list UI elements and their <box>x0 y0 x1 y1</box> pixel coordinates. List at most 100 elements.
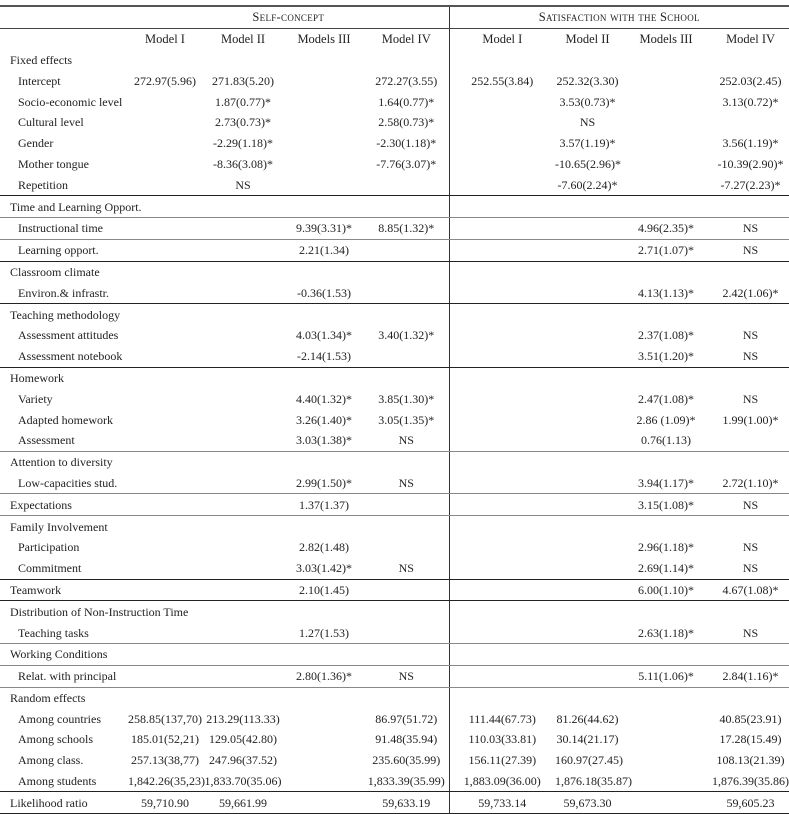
table-row: Teaching tasks 1.27(1.53) 2.63(1.18)* NS <box>0 622 789 644</box>
column-header: Models III <box>639 32 693 47</box>
table-row: Among students 1,842.26(35,23) 1,833.70(35… <box>0 770 789 793</box>
table-cell <box>128 174 202 197</box>
table-cell: 2.99(1.50)* <box>284 472 364 495</box>
table-cell: 86.97(51.72) <box>364 708 450 730</box>
table-cell: 1,833.70(35.06) <box>202 770 284 793</box>
table-cell: 81.26(44.62) <box>556 711 619 726</box>
table-cell: -2.14(1.53) <box>284 345 364 368</box>
table-cell: NS <box>364 429 450 452</box>
table-cell <box>284 770 364 793</box>
corner-cell <box>0 28 128 49</box>
table-cell <box>620 708 712 729</box>
table-cell: NS <box>202 174 284 197</box>
table-cell: NS <box>712 493 789 517</box>
table-cell: 160.97(27.45) <box>555 753 624 768</box>
results-table: Self-concept Satisfaction with the Schoo… <box>0 5 789 814</box>
table-cell <box>284 195 364 218</box>
table-cell <box>202 601 284 622</box>
table-cell <box>620 687 712 708</box>
table-cell: 59,710.90 <box>128 791 202 814</box>
table-cell <box>449 282 556 305</box>
table-cell <box>620 195 713 218</box>
table-row: Variety 4.40(1.32)* 3.85(1.30)* 2.47(1.08)*… <box>0 388 789 410</box>
table-cell <box>449 579 556 602</box>
table-cell: 1.27(1.53) <box>284 622 364 644</box>
table-cell <box>202 665 284 688</box>
table-cell: 2.42(1.06)* <box>712 282 789 305</box>
table-cell <box>284 643 364 666</box>
table-cell <box>128 345 202 368</box>
table-cell <box>620 112 712 133</box>
table-cell: 3.05(1.35)* <box>364 409 450 430</box>
table-cell <box>620 91 712 112</box>
column-header: Model II <box>220 32 266 47</box>
row-label: Intercept <box>18 73 61 88</box>
group-header-row: Self-concept Satisfaction with the Schoo… <box>0 6 789 29</box>
row-label: Gender <box>18 136 54 151</box>
table-cell <box>202 325 284 346</box>
table-cell: 59,633.19 <box>364 791 450 814</box>
row-label: Participation <box>18 540 80 555</box>
table-cell <box>128 50 202 71</box>
table-cell: 258.85(137,70) <box>128 711 202 726</box>
table-cell: NS <box>364 557 450 580</box>
table-cell <box>712 643 789 666</box>
table-cell <box>555 601 620 622</box>
row-label: Fixed effects <box>10 52 73 67</box>
table-cell <box>449 133 555 154</box>
table-cell <box>284 112 364 133</box>
row-label: Time and Learning Opport. <box>0 195 142 218</box>
row-label: Cultural level <box>18 115 84 130</box>
table-cell <box>202 472 284 495</box>
table-cell: 2.47(1.08)* <box>638 391 695 406</box>
table-cell <box>202 557 284 580</box>
table-cell <box>555 388 620 409</box>
table-cell: 59,605.23 <box>712 791 789 814</box>
table-cell: 40.85(23.91) <box>719 711 782 726</box>
table-cell <box>202 687 284 708</box>
table-cell <box>449 345 556 368</box>
table-cell <box>128 665 202 688</box>
table-cell: -10.65(2.96)* <box>555 156 622 171</box>
column-header: Model IV <box>364 28 450 50</box>
table-cell <box>202 622 284 644</box>
table-cell: 2.63(1.18)* <box>620 622 713 644</box>
table-cell: 8.85(1.32)* <box>364 217 450 240</box>
table-cell <box>128 239 202 262</box>
table-cell <box>202 537 284 558</box>
table-cell: 1,876.18(35.87) <box>555 770 632 793</box>
table-cell: 59,673.30 <box>555 791 621 814</box>
table-cell <box>202 195 284 218</box>
table-cell <box>555 217 621 240</box>
row-label: Among countries <box>18 711 101 726</box>
table-cell <box>284 174 364 197</box>
table-cell <box>555 282 621 305</box>
row-label: Environ.& infrastr. <box>0 282 128 305</box>
table-cell <box>364 174 450 197</box>
table-cell <box>555 472 621 495</box>
table-cell <box>712 261 789 282</box>
table-row: Assessment 3.03(1.38)* NS 0.76(1.13) <box>0 429 789 452</box>
table-row: Instructional time 9.39(3.31)* 8.85(1.32)*… <box>0 217 789 240</box>
row-label: Teaching methodology <box>10 307 121 322</box>
table-cell: 1.37(1.37) <box>284 493 364 517</box>
table-cell: 3.15(1.08)* <box>620 493 713 517</box>
column-header-row: Model I Model II Models III Model IV Model I… <box>0 28 789 50</box>
table-cell: 3.53(0.73)* <box>559 94 616 109</box>
table-cell <box>555 345 621 368</box>
table-cell: 5.11(1.06)* <box>620 665 713 688</box>
table-cell <box>620 174 713 197</box>
table-cell <box>284 708 364 729</box>
table-cell <box>284 133 364 154</box>
table-cell: 3.13(0.72)* <box>722 94 779 109</box>
section-row: Working Conditions <box>0 643 789 666</box>
table-cell: 2.82(1.48) <box>299 540 349 555</box>
table-row: Assessment notebook -2.14(1.53) 3.51(1.20)… <box>0 345 789 368</box>
section-row: Classroom climate <box>0 261 789 283</box>
table-cell <box>449 687 555 708</box>
table-cell <box>284 367 364 388</box>
row-label: Among class. <box>18 753 84 768</box>
table-cell <box>449 50 555 71</box>
table-cell <box>449 367 555 388</box>
table-row: Cultural level 2.73(0.73)* 2.58(0.73)* NS <box>0 111 789 133</box>
